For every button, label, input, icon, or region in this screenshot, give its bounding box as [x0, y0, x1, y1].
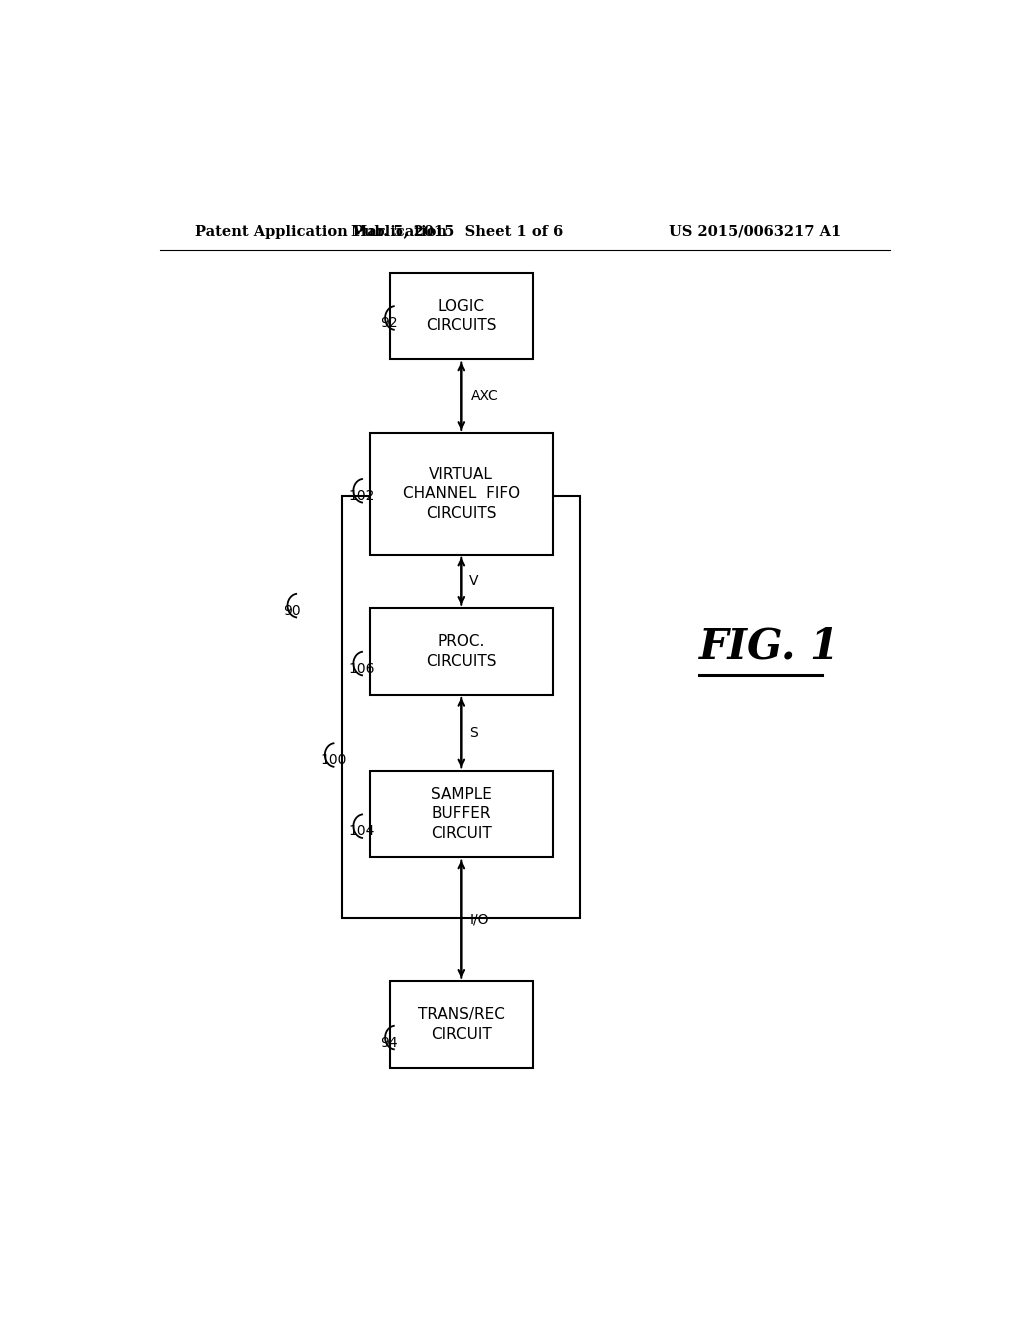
Bar: [390, 981, 532, 1068]
Bar: [342, 496, 581, 919]
Text: 100: 100: [321, 754, 346, 767]
Bar: [390, 273, 532, 359]
Text: Patent Application Publication: Patent Application Publication: [196, 224, 447, 239]
Text: I/O: I/O: [469, 912, 488, 927]
Bar: [370, 771, 553, 857]
Text: US 2015/0063217 A1: US 2015/0063217 A1: [669, 224, 841, 239]
Text: TRANS/REC
CIRCUIT: TRANS/REC CIRCUIT: [418, 1007, 505, 1041]
Text: 90: 90: [283, 603, 300, 618]
Text: 92: 92: [380, 315, 398, 330]
Text: Mar. 5, 2015  Sheet 1 of 6: Mar. 5, 2015 Sheet 1 of 6: [351, 224, 563, 239]
Text: 94: 94: [380, 1036, 398, 1049]
Text: LOGIC
CIRCUITS: LOGIC CIRCUITS: [426, 298, 497, 334]
Text: S: S: [469, 726, 478, 739]
Text: V: V: [469, 574, 479, 589]
Text: AXC: AXC: [471, 389, 499, 403]
Text: FIG. 1: FIG. 1: [699, 626, 841, 668]
Text: 104: 104: [348, 824, 375, 838]
Text: 102: 102: [348, 488, 375, 503]
Bar: [370, 609, 553, 694]
Text: SAMPLE
BUFFER
CIRCUIT: SAMPLE BUFFER CIRCUIT: [431, 787, 492, 841]
Text: VIRTUAL
CHANNEL  FIFO
CIRCUITS: VIRTUAL CHANNEL FIFO CIRCUITS: [402, 466, 520, 521]
Text: 106: 106: [348, 661, 375, 676]
Text: PROC.
CIRCUITS: PROC. CIRCUITS: [426, 634, 497, 669]
Bar: [370, 433, 553, 554]
